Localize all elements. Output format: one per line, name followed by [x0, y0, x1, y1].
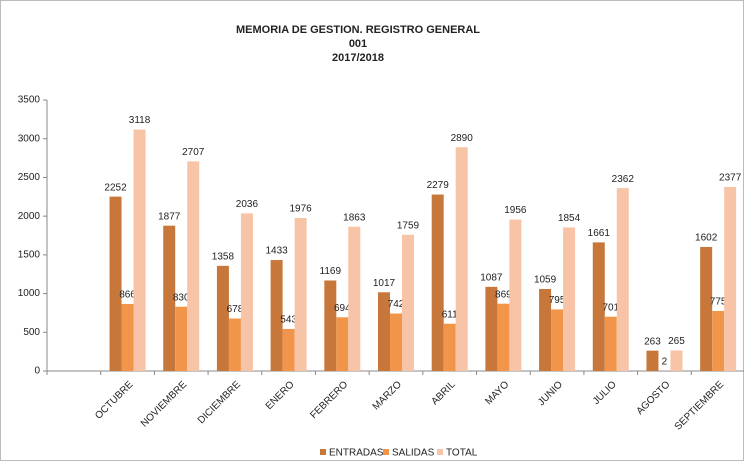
bar: [646, 350, 659, 371]
data-label: 2890: [451, 133, 474, 144]
chart-title: MEMORIA DE GESTION. REGISTRO GENERAL: [236, 24, 480, 36]
data-label: 1956: [504, 205, 527, 216]
data-label: 694: [334, 303, 351, 314]
data-label: 2252: [104, 182, 127, 193]
data-label: 1017: [373, 278, 396, 289]
data-label: 1759: [397, 220, 420, 231]
y-tick-label: 2500: [18, 172, 41, 183]
bar: [294, 218, 307, 371]
data-label: 869: [495, 289, 512, 300]
bar: [616, 188, 629, 371]
data-label: 742: [388, 299, 405, 310]
data-label: 2362: [612, 174, 635, 185]
bar: [592, 242, 605, 371]
y-tick-label: 500: [23, 327, 40, 338]
bar: [485, 286, 498, 371]
bar: [431, 194, 444, 371]
bar: [187, 161, 200, 371]
data-label: 678: [227, 304, 244, 315]
bar: [670, 350, 683, 371]
bar: [378, 292, 390, 371]
bar: [270, 260, 283, 371]
bar: [509, 219, 522, 371]
data-label: 1358: [212, 251, 235, 262]
data-label: 611: [442, 309, 458, 320]
data-label: 1087: [480, 272, 503, 283]
data-label: 543: [280, 315, 297, 326]
chart-title: 2017/2018: [332, 52, 384, 64]
data-label: 2279: [427, 180, 450, 191]
bar: [563, 227, 576, 371]
data-label: 1661: [588, 228, 611, 239]
bar: [724, 186, 737, 371]
legend-swatch: [383, 449, 389, 455]
bar: [228, 318, 241, 371]
y-tick-label: 1000: [18, 288, 41, 299]
bar: [336, 317, 349, 371]
bar: [390, 313, 402, 371]
data-label: 265: [668, 336, 685, 347]
data-label: 830: [173, 292, 190, 303]
data-label: 1877: [158, 211, 181, 222]
bar: [109, 196, 122, 371]
bar: [455, 147, 468, 371]
bar: [240, 213, 253, 371]
data-label: 3118: [129, 115, 151, 126]
data-label: 1059: [534, 275, 557, 286]
data-label: 1863: [343, 212, 366, 223]
y-tick-label: 0: [34, 366, 40, 377]
y-tick-label: 3500: [18, 95, 41, 106]
bar: [551, 309, 564, 371]
bar: [324, 280, 337, 371]
bar: [348, 226, 361, 371]
data-label: 701: [602, 302, 619, 313]
legend-label: ENTRADAS: [329, 448, 384, 459]
bar: [175, 306, 188, 371]
bar: [163, 225, 176, 371]
data-label: 795: [549, 295, 566, 306]
data-label: 1854: [558, 213, 581, 224]
y-tick-label: 1500: [18, 249, 41, 260]
bar: [282, 328, 295, 371]
bar: [133, 129, 146, 371]
data-label: 1602: [695, 233, 718, 244]
bar: [604, 316, 617, 371]
data-label: 2: [662, 356, 668, 367]
bar: [539, 289, 552, 371]
data-label: 2036: [236, 199, 259, 210]
bar: [712, 310, 725, 371]
data-label: 1433: [265, 246, 288, 257]
bar: [121, 303, 134, 371]
data-label: 1169: [320, 266, 342, 277]
bar: [497, 303, 510, 371]
data-label: 2377: [719, 173, 742, 184]
data-label: 866: [119, 290, 136, 301]
data-label: 2707: [182, 147, 205, 158]
legend-swatch: [320, 449, 326, 455]
bar: [700, 246, 713, 371]
chart-title: 001: [349, 38, 367, 50]
data-label: 1976: [289, 204, 312, 215]
y-tick-label: 3000: [18, 133, 41, 144]
data-label: 775: [710, 297, 727, 308]
y-tick-label: 2000: [18, 211, 41, 222]
legend-swatch: [437, 449, 443, 455]
data-label: 263: [644, 336, 661, 347]
bar: [402, 234, 414, 371]
legend-label: TOTAL: [446, 448, 478, 459]
bar: [443, 323, 456, 371]
bar: [216, 265, 229, 371]
legend-label: SALIDAS: [392, 448, 435, 459]
